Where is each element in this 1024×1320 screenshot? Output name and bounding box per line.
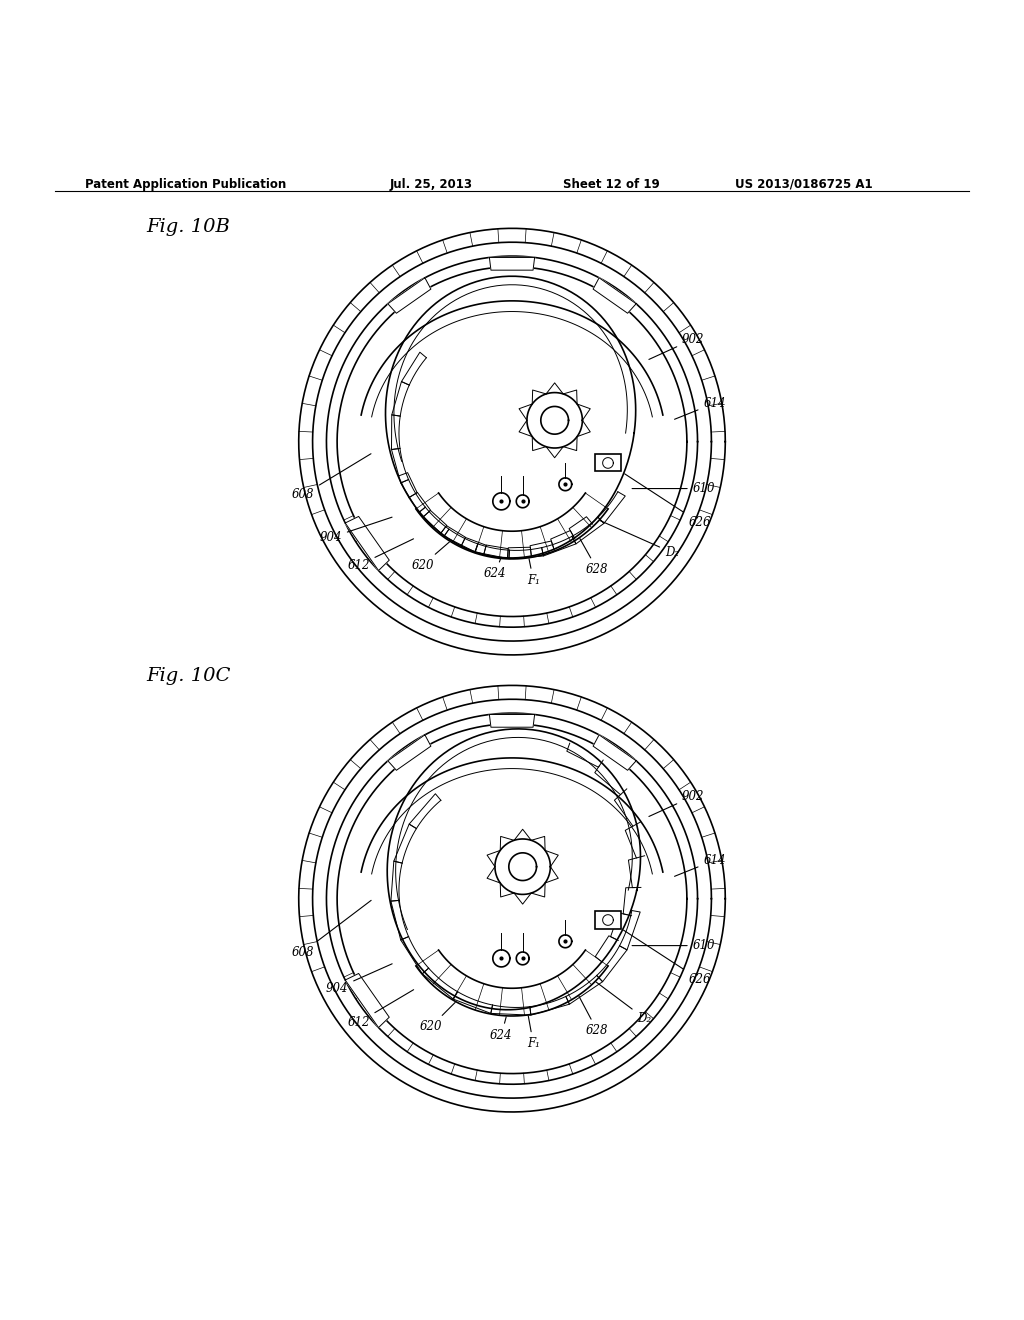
Text: 608: 608 <box>292 454 371 502</box>
Text: 628: 628 <box>560 961 608 1038</box>
Polygon shape <box>495 840 550 895</box>
Polygon shape <box>563 437 578 450</box>
Text: 626: 626 <box>610 921 711 986</box>
Polygon shape <box>493 950 510 968</box>
Text: Jul. 25, 2013: Jul. 25, 2013 <box>390 178 473 190</box>
Polygon shape <box>487 867 501 883</box>
Text: 620: 620 <box>412 512 484 572</box>
Bar <box>595 912 621 928</box>
Text: 904: 904 <box>326 964 392 995</box>
Polygon shape <box>559 478 571 491</box>
Polygon shape <box>519 420 532 437</box>
Text: US 2013/0186725 A1: US 2013/0186725 A1 <box>735 178 873 190</box>
Polygon shape <box>509 853 537 880</box>
Text: 626: 626 <box>610 465 711 529</box>
Polygon shape <box>532 389 546 404</box>
Polygon shape <box>593 735 636 771</box>
Text: 610: 610 <box>632 939 715 952</box>
Polygon shape <box>563 389 578 404</box>
Text: 624: 624 <box>490 965 520 1041</box>
Text: 902: 902 <box>649 789 705 817</box>
Polygon shape <box>593 277 636 313</box>
Polygon shape <box>516 495 529 508</box>
Text: Fig. 10B: Fig. 10B <box>146 218 230 236</box>
Polygon shape <box>516 952 529 965</box>
Polygon shape <box>387 729 640 1010</box>
Text: 628: 628 <box>560 504 608 576</box>
Polygon shape <box>388 735 431 771</box>
Text: 902: 902 <box>649 333 705 359</box>
Text: F₁: F₁ <box>521 519 540 587</box>
Text: 610: 610 <box>632 482 715 495</box>
Polygon shape <box>546 383 563 393</box>
Polygon shape <box>514 829 531 841</box>
Polygon shape <box>545 867 558 883</box>
Text: 614: 614 <box>675 397 726 420</box>
Text: 614: 614 <box>675 854 726 876</box>
Text: D₁: D₁ <box>416 354 467 401</box>
Polygon shape <box>603 915 613 925</box>
Polygon shape <box>559 935 571 948</box>
Polygon shape <box>545 850 558 867</box>
Polygon shape <box>388 277 431 313</box>
Polygon shape <box>416 950 608 1016</box>
Text: 608: 608 <box>292 900 371 958</box>
Text: D₁: D₁ <box>493 810 529 850</box>
Polygon shape <box>489 257 535 271</box>
Text: Fig. 10C: Fig. 10C <box>146 667 230 685</box>
Text: D₂: D₂ <box>579 511 679 560</box>
Polygon shape <box>514 894 531 904</box>
Text: 612: 612 <box>347 539 414 572</box>
Text: Sheet 12 of 19: Sheet 12 of 19 <box>563 178 659 190</box>
Polygon shape <box>489 714 535 727</box>
Polygon shape <box>532 437 546 450</box>
Polygon shape <box>578 420 590 437</box>
Polygon shape <box>519 404 532 420</box>
Polygon shape <box>578 404 590 420</box>
Polygon shape <box>531 883 545 898</box>
Polygon shape <box>345 516 389 570</box>
Polygon shape <box>501 837 514 850</box>
Polygon shape <box>546 446 563 458</box>
Text: 624: 624 <box>483 508 519 581</box>
Polygon shape <box>531 837 545 850</box>
Text: D₂: D₂ <box>579 969 651 1024</box>
Polygon shape <box>416 492 608 558</box>
Text: 904: 904 <box>319 517 392 544</box>
Text: F₁: F₁ <box>521 975 540 1051</box>
Polygon shape <box>501 883 514 898</box>
Polygon shape <box>493 492 510 510</box>
Text: Patent Application Publication: Patent Application Publication <box>85 178 287 190</box>
Polygon shape <box>541 407 568 434</box>
Text: 620: 620 <box>420 969 488 1034</box>
Polygon shape <box>345 973 389 1027</box>
Polygon shape <box>385 276 636 558</box>
Polygon shape <box>603 458 613 469</box>
Bar <box>595 454 621 471</box>
Polygon shape <box>527 392 583 447</box>
Polygon shape <box>487 850 501 867</box>
Text: 612: 612 <box>347 990 414 1028</box>
